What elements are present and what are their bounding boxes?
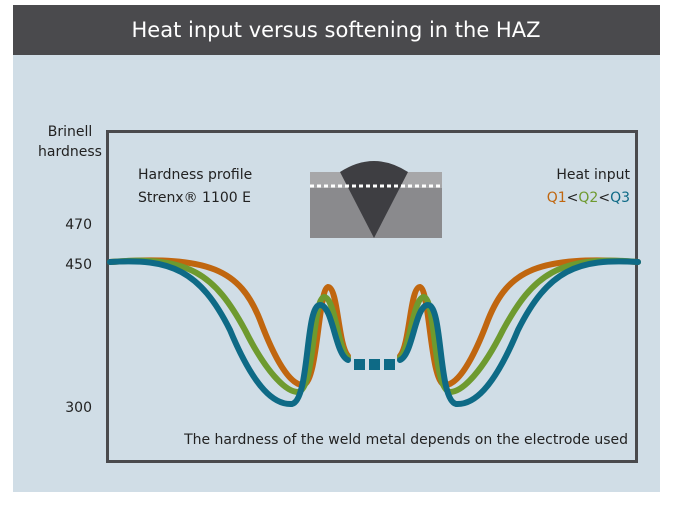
curve-right (397, 257, 641, 396)
y-tick-label: 450 (65, 257, 92, 273)
dot (354, 359, 365, 370)
panel (13, 5, 660, 492)
legend-entry: < (598, 190, 610, 206)
dot (369, 359, 380, 370)
y-tick-label: 300 (65, 400, 92, 416)
heat-input-label: Heat input (556, 167, 630, 183)
heat-input-legend: Q1<Q2<Q3 (547, 190, 630, 206)
curve-left (107, 258, 351, 408)
y-axis-label: Brinell (48, 124, 93, 140)
curve-q3 (107, 258, 641, 408)
dot (384, 359, 395, 370)
weld-metal-dots (354, 359, 395, 370)
weld-cone (340, 161, 408, 238)
y-axis-label: hardness (38, 144, 102, 160)
profile-label: Hardness profile (138, 167, 252, 183)
curve-right (397, 258, 641, 408)
title-bar (13, 5, 660, 55)
curve-left (107, 257, 351, 396)
curves (107, 257, 641, 408)
weld-graphic (310, 161, 442, 238)
legend-entry: Q2 (578, 190, 598, 206)
plot-frame (106, 130, 638, 463)
legend-entry: < (567, 190, 579, 206)
legend-entry: Q1 (547, 190, 567, 206)
y-tick-label: 470 (65, 217, 92, 233)
curve-q2 (107, 257, 641, 396)
profile-label: Strenx® 1100 E (138, 190, 251, 206)
note: The hardness of the weld metal depends o… (183, 432, 628, 448)
legend-entry: Q3 (610, 190, 630, 206)
title: Heat input versus softening in the HAZ (132, 18, 541, 42)
